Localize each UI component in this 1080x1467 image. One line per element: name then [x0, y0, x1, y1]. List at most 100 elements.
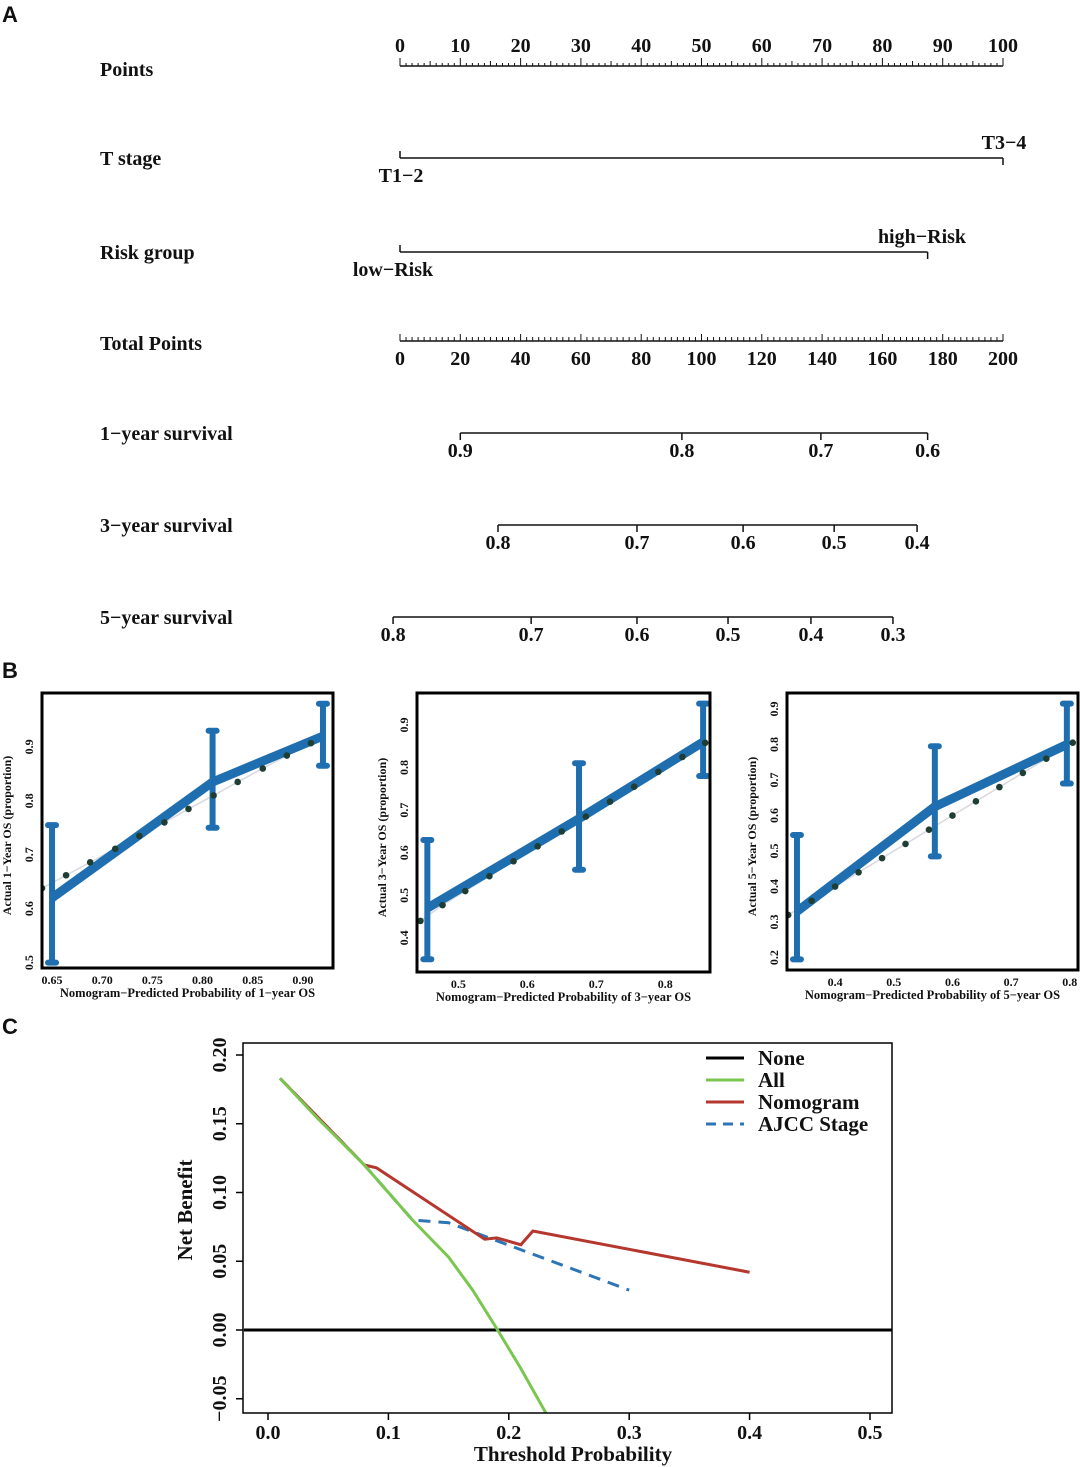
- y-tick-label: 0.9: [397, 717, 411, 732]
- total-points-tick-label: 180: [928, 348, 958, 370]
- y-tick-label: 0.05: [209, 1244, 231, 1279]
- x-tick-label: 0.6: [520, 977, 535, 991]
- calibration-point: [808, 897, 815, 905]
- survival-tick-label: 0.8: [485, 532, 510, 554]
- x-tick-label: 0.80: [192, 973, 213, 987]
- y-tick-label: 0.9: [767, 701, 781, 716]
- y-tick-label: 0.5: [767, 844, 781, 859]
- survival-tick-label: 0.6: [915, 440, 940, 462]
- total-points-tick-label: 100: [687, 348, 717, 370]
- calibration-point: [630, 783, 638, 791]
- survival-label: 1−year survival: [100, 423, 233, 445]
- survival-label: 5−year survival: [100, 607, 233, 629]
- decision-curve: 0.0 0.1 0.2 0.3 0.4 0.5 −0.05 0.00 0.05 0.10 0.15 0…: [173, 1038, 893, 1466]
- x-axis-label: Nomogram−Predicted Probability of 5−year…: [805, 988, 1060, 1002]
- y-tick-label: 0.7: [767, 773, 781, 788]
- calibration-line: [49, 731, 325, 902]
- survival-tick-label: 0.3: [880, 624, 905, 646]
- x-tick-label: 0.6: [945, 975, 960, 989]
- points-tick-label: 50: [692, 35, 712, 57]
- x-tick-label: 0.85: [242, 973, 263, 987]
- x-axis-label: Nomogram−Predicted Probability of 1−year…: [60, 986, 315, 1000]
- x-tick-label: 0.4: [737, 1422, 762, 1444]
- y-tick-label: 0.7: [397, 803, 411, 818]
- survival-tick-label: 0.5: [716, 624, 741, 646]
- points-tick-label: 80: [872, 35, 892, 57]
- panel-label-b: B: [2, 658, 18, 683]
- points-tick-label: 20: [511, 35, 531, 57]
- calibration-point: [701, 739, 709, 747]
- x-tick-label: 0.4: [828, 975, 843, 989]
- survival-tick-label: 0.7: [808, 440, 833, 462]
- calibration-line: [425, 738, 706, 912]
- y-tick-label: 0.7: [22, 847, 36, 862]
- points-tick-label: 70: [812, 35, 832, 57]
- calibration-point: [949, 812, 956, 819]
- legend-label: None: [758, 1046, 805, 1070]
- x-tick-label: 0.3: [617, 1422, 642, 1444]
- y-tick-label: 0.8: [22, 793, 36, 808]
- level-label: high−Risk: [878, 226, 967, 248]
- survival-tick-label: 0.8: [669, 440, 694, 462]
- x-tick-label: 0.5: [858, 1422, 883, 1444]
- calibration-point: [234, 778, 241, 786]
- y-tick-label: 0.10: [209, 1175, 231, 1210]
- points-tick-label: 100: [988, 35, 1018, 57]
- y-tick-label: −0.05: [209, 1376, 231, 1422]
- panel-label-c: C: [2, 1014, 18, 1039]
- calibration-point: [855, 869, 862, 876]
- series-line-nomogram: [278, 1077, 750, 1274]
- calibration-point: [558, 828, 566, 835]
- x-tick-label: 0.65: [42, 973, 63, 987]
- y-tick-label: 0.3: [767, 915, 781, 930]
- plot-area: [417, 700, 710, 963]
- points-tick-label: 40: [631, 35, 651, 57]
- calibration-plots: 0.65 0.70 0.75 0.80 0.85 0.90 0.5 0.6 0.7 0.8 0.9 N…: [0, 691, 1080, 1004]
- calibration-point: [86, 859, 94, 866]
- panel-label-a: A: [2, 2, 18, 27]
- survival-tick-label: 0.5: [822, 532, 847, 554]
- total-points-tick-label: 20: [450, 348, 470, 370]
- y-axis-label: Actual 5−Year OS (proportion): [745, 757, 759, 916]
- plot-frame: [40, 691, 335, 970]
- total-points-tick-label: 120: [747, 348, 777, 370]
- calibration-point: [1043, 755, 1050, 762]
- total-points-tick-label: 0: [395, 348, 405, 370]
- x-tick-label: 0.7: [589, 977, 604, 991]
- calibration-point: [972, 798, 980, 805]
- x-tick-label: 0.2: [496, 1422, 521, 1444]
- calibration-point: [606, 798, 614, 805]
- calibration-point: [461, 887, 469, 895]
- calibration-point: [417, 917, 424, 925]
- variable-label: T stage: [100, 148, 161, 170]
- calibration-point: [486, 872, 493, 880]
- survival-tick-label: 0.4: [905, 532, 930, 554]
- y-axis-label: Net Benefit: [173, 1160, 197, 1261]
- survival-tick-label: 0.7: [624, 532, 649, 554]
- x-tick-label: 0.1: [376, 1422, 401, 1444]
- y-tick-label: 0.9: [22, 739, 36, 754]
- calibration-point: [925, 826, 933, 834]
- calibration-point: [654, 768, 662, 776]
- y-tick-label: 0.20: [209, 1038, 231, 1073]
- level-label: T1−2: [379, 165, 424, 187]
- total-points-tick-label: 40: [511, 348, 531, 370]
- total-points-label: Total Points: [100, 333, 202, 355]
- plot-area: [42, 700, 330, 966]
- level-label: low−Risk: [353, 259, 434, 281]
- points-tick-label: 60: [752, 35, 772, 57]
- points-label: Points: [100, 59, 154, 81]
- y-tick-label: 0.15: [209, 1106, 231, 1141]
- total-points-tick-label: 200: [988, 348, 1018, 370]
- calibration-point: [534, 843, 541, 850]
- calibration-point: [878, 854, 886, 862]
- calibration-point: [259, 765, 267, 772]
- y-tick-label: 0.00: [209, 1313, 231, 1348]
- total-points-tick-label: 80: [631, 348, 651, 370]
- survival-tick-label: 0.9: [448, 440, 473, 462]
- calibration-point: [582, 813, 590, 820]
- variable-label: Risk group: [100, 242, 195, 264]
- series-line-all: [278, 1077, 548, 1413]
- survival-label: 3−year survival: [100, 515, 233, 537]
